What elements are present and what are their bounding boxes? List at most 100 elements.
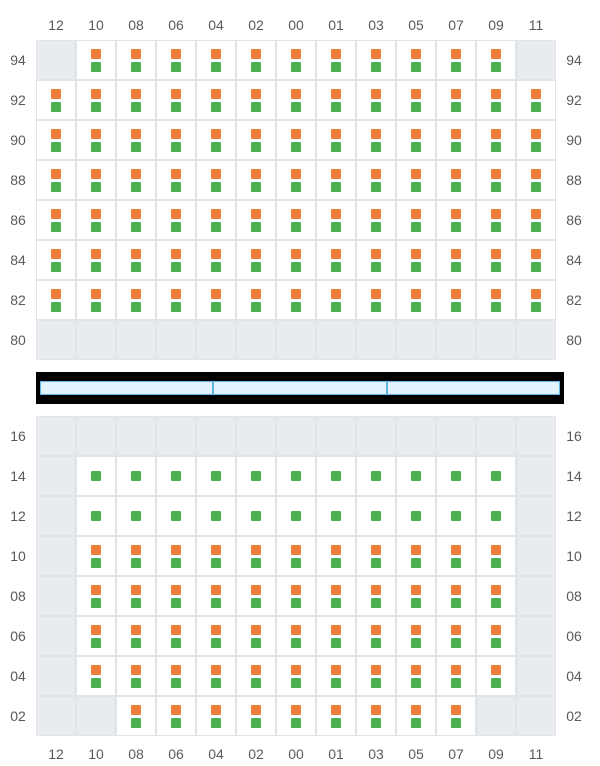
grid-cell[interactable] [516,200,556,240]
grid-cell[interactable] [36,280,76,320]
grid-cell[interactable] [76,616,116,656]
grid-cell[interactable] [196,280,236,320]
grid-cell[interactable] [476,80,516,120]
grid-cell[interactable] [196,576,236,616]
grid-cell[interactable] [76,456,116,496]
grid-cell[interactable] [356,576,396,616]
grid-cell[interactable] [356,40,396,80]
grid-cell[interactable] [316,320,356,360]
grid-cell[interactable] [116,536,156,576]
grid-cell[interactable] [436,496,476,536]
grid-cell[interactable] [436,240,476,280]
grid-cell[interactable] [316,576,356,616]
grid-cell[interactable] [396,40,436,80]
grid-cell[interactable] [156,496,196,536]
grid-cell[interactable] [276,496,316,536]
grid-cell[interactable] [156,80,196,120]
grid-cell[interactable] [196,696,236,736]
grid-cell[interactable] [476,416,516,456]
grid-cell[interactable] [196,40,236,80]
grid-cell[interactable] [76,496,116,536]
grid-cell[interactable] [76,40,116,80]
grid-cell[interactable] [196,240,236,280]
grid-cell[interactable] [36,696,76,736]
grid-cell[interactable] [196,160,236,200]
grid-cell[interactable] [516,160,556,200]
grid-cell[interactable] [156,120,196,160]
grid-cell[interactable] [516,80,556,120]
grid-cell[interactable] [516,40,556,80]
grid-cell[interactable] [356,200,396,240]
grid-cell[interactable] [196,200,236,240]
grid-cell[interactable] [76,280,116,320]
grid-cell[interactable] [116,80,156,120]
grid-cell[interactable] [396,80,436,120]
grid-cell[interactable] [356,120,396,160]
grid-cell[interactable] [476,200,516,240]
grid-cell[interactable] [356,496,396,536]
grid-cell[interactable] [516,120,556,160]
grid-cell[interactable] [516,656,556,696]
grid-cell[interactable] [36,160,76,200]
grid-cell[interactable] [236,240,276,280]
grid-cell[interactable] [76,536,116,576]
grid-cell[interactable] [236,416,276,456]
grid-cell[interactable] [436,40,476,80]
grid-cell[interactable] [156,656,196,696]
grid-cell[interactable] [156,280,196,320]
grid-cell[interactable] [196,456,236,496]
grid-cell[interactable] [396,416,436,456]
grid-cell[interactable] [436,536,476,576]
grid-cell[interactable] [276,456,316,496]
grid-cell[interactable] [396,656,436,696]
grid-cell[interactable] [76,320,116,360]
grid-cell[interactable] [316,240,356,280]
grid-cell[interactable] [36,200,76,240]
grid-cell[interactable] [356,456,396,496]
grid-cell[interactable] [236,696,276,736]
grid-cell[interactable] [36,576,76,616]
grid-cell[interactable] [476,160,516,200]
grid-cell[interactable] [196,416,236,456]
grid-cell[interactable] [116,696,156,736]
grid-cell[interactable] [236,456,276,496]
grid-cell[interactable] [516,456,556,496]
grid-cell[interactable] [236,576,276,616]
grid-cell[interactable] [156,160,196,200]
grid-cell[interactable] [316,656,356,696]
grid-cell[interactable] [116,576,156,616]
grid-cell[interactable] [196,656,236,696]
grid-cell[interactable] [396,616,436,656]
grid-cell[interactable] [116,160,156,200]
grid-cell[interactable] [276,320,316,360]
grid-cell[interactable] [116,320,156,360]
grid-cell[interactable] [156,696,196,736]
grid-cell[interactable] [276,120,316,160]
grid-cell[interactable] [156,200,196,240]
grid-cell[interactable] [116,496,156,536]
grid-cell[interactable] [436,656,476,696]
grid-cell[interactable] [116,416,156,456]
grid-cell[interactable] [516,616,556,656]
grid-cell[interactable] [396,536,436,576]
grid-cell[interactable] [36,416,76,456]
grid-cell[interactable] [476,616,516,656]
grid-cell[interactable] [396,280,436,320]
grid-cell[interactable] [276,576,316,616]
grid-cell[interactable] [316,456,356,496]
grid-cell[interactable] [476,280,516,320]
grid-cell[interactable] [196,320,236,360]
grid-cell[interactable] [236,40,276,80]
grid-cell[interactable] [156,40,196,80]
grid-cell[interactable] [276,240,316,280]
grid-cell[interactable] [516,496,556,536]
grid-cell[interactable] [436,280,476,320]
grid-cell[interactable] [276,80,316,120]
grid-cell[interactable] [116,240,156,280]
grid-cell[interactable] [116,656,156,696]
grid-cell[interactable] [356,656,396,696]
grid-cell[interactable] [516,320,556,360]
grid-cell[interactable] [476,120,516,160]
grid-cell[interactable] [316,120,356,160]
grid-cell[interactable] [476,456,516,496]
